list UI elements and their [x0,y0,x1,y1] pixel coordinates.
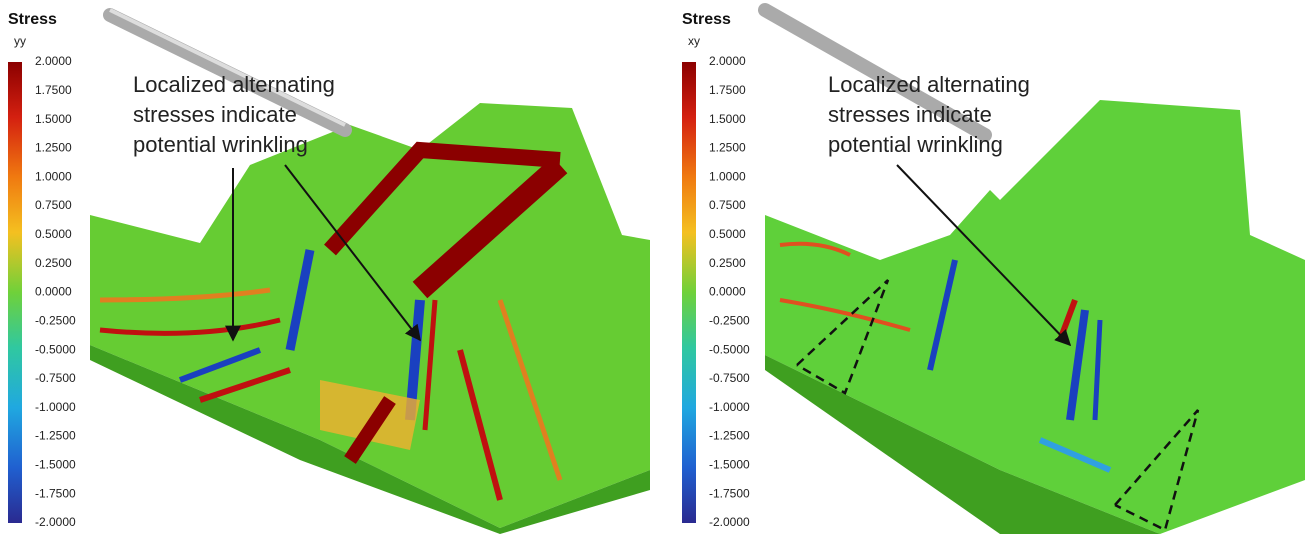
colorbar-tick-label: -1.7500 [35,486,76,500]
colorbar-tick-label: 2.0000 [709,54,746,68]
colorbar-tick-label: 0.2500 [35,256,72,270]
colorbar-tick-label: -1.2500 [35,429,76,443]
colorbar-tick-label: -0.7500 [35,371,76,385]
colorbar-tick-label: -1.5000 [709,458,750,472]
colorbar-tick-label: 1.2500 [709,141,746,155]
colorbar-tick-label: 1.5000 [35,112,72,126]
colorbar-tick-label: 0.0000 [35,285,72,299]
colorbar-component: xy [688,34,700,48]
colorbar-title: Stress [682,11,731,28]
colorbar-component: yy [14,34,26,48]
colorbar [682,62,696,523]
colorbar-tick-label: -1.2500 [709,429,750,443]
colorbar-tick-label: -0.2500 [709,313,750,327]
colorbar-tick-label: 0.7500 [709,198,746,212]
annotation-line: Localized alternating [133,72,335,97]
colorbar-tick-label: 1.2500 [35,141,72,155]
colorbar-tick-label: -1.5000 [35,458,76,472]
colorbar [8,62,22,523]
annotation-line: potential wrinkling [828,132,1003,157]
colorbar-tick-label: 0.0000 [709,285,746,299]
colorbar-title: Stress [8,11,57,28]
colorbar-tick-label: -2.0000 [709,515,750,529]
annotation-line: stresses indicate [828,102,992,127]
colorbar-tick-label: 0.2500 [709,256,746,270]
colorbar-tick-label: 1.0000 [35,169,72,183]
annotation-line: stresses indicate [133,102,297,127]
colorbar-tick-label: 0.5000 [709,227,746,241]
colorbar-tick-label: 1.0000 [709,169,746,183]
colorbar-tick-label: 1.7500 [35,83,72,97]
colorbar-tick-label: -2.0000 [35,515,76,529]
colorbar-tick-label: 2.0000 [35,54,72,68]
colorbar-tick-label: -1.0000 [709,400,750,414]
colorbar-tick-label: 0.7500 [35,198,72,212]
colorbar-tick-label: -0.5000 [709,342,750,356]
colorbar-tick-label: -0.5000 [35,342,76,356]
colorbar-tick-label: 0.5000 [35,227,72,241]
figure: Stress yy 2.0000 1.7500 1.5000 1.2500 1.0000 0.… [0,0,1309,534]
annotation-line: Localized alternating [828,72,1030,97]
colorbar-tick-label: -0.7500 [709,371,750,385]
colorbar-tick-label: -1.7500 [709,486,750,500]
colorbar-tick-label: 1.5000 [709,112,746,126]
colorbar-tick-label: -1.0000 [35,400,76,414]
annotation-line: potential wrinkling [133,132,308,157]
colorbar-tick-label: -0.2500 [35,313,76,327]
colorbar-tick-label: 1.7500 [709,83,746,97]
